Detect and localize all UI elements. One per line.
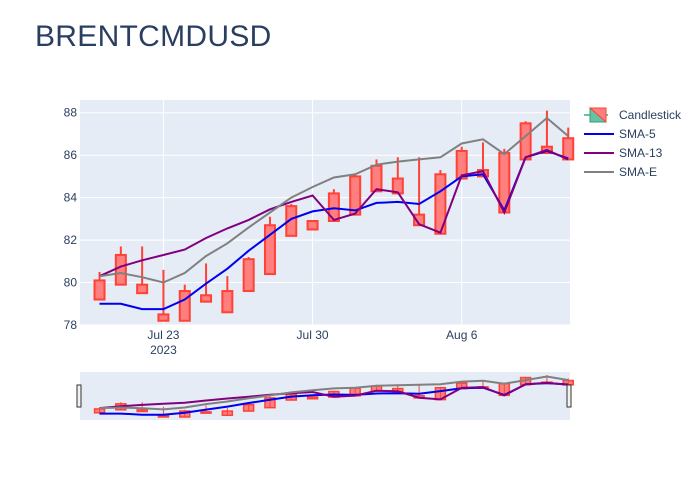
y-tick-label: 80: [64, 276, 78, 290]
candle-body: [519, 122, 532, 161]
legend-item-candlestick[interactable]: Candlestick: [584, 107, 682, 124]
legend-label-sma5: SMA-5: [619, 127, 656, 141]
candle-body: [306, 219, 319, 231]
candle-body: [114, 253, 127, 286]
candle-body: [178, 290, 191, 322]
candle-body: [285, 205, 298, 237]
chart-title: BRENTCMDUSD: [35, 20, 272, 53]
x-tick-label: Jul 23: [147, 328, 179, 342]
legend-label-sma13: SMA-13: [619, 146, 663, 160]
candle-body: [370, 164, 383, 193]
candle-body: [327, 192, 340, 222]
series-line-sma-e: [99, 116, 569, 284]
y-tick-label: 84: [64, 191, 78, 205]
y-axis: 78 80 82 84 86 88: [64, 106, 78, 332]
candle-body: [562, 137, 575, 161]
slider-series-line-sma-13: [99, 381, 569, 410]
legend: Candlestick SMA-5 SMA-13 SMA-E: [584, 107, 682, 179]
plot-area: [80, 100, 570, 325]
range-slider-preview: [93, 375, 574, 418]
y-tick-label: 86: [64, 148, 78, 162]
candle-body: [200, 294, 213, 303]
candle-bodies: [93, 122, 575, 322]
x-tick-label: Jul 30: [297, 328, 329, 342]
slider-series-line-sma-e: [99, 375, 569, 411]
sma-lines: [99, 116, 569, 311]
candle-body: [157, 313, 170, 322]
candle-body: [242, 258, 255, 293]
legend-item-sma5[interactable]: SMA-5: [584, 127, 656, 141]
series-line-sma-13: [99, 148, 569, 278]
y-tick-label: 78: [64, 318, 78, 332]
range-slider[interactable]: [80, 372, 570, 420]
legend-label-candlestick: Candlestick: [619, 108, 682, 122]
candle-body: [221, 290, 234, 314]
y-tick-label: 82: [64, 233, 78, 247]
legend-item-smae[interactable]: SMA-E: [584, 165, 657, 179]
candle-body: [263, 224, 276, 276]
legend-swatch-down: [588, 107, 607, 124]
candle-body: [93, 279, 106, 301]
legend-label-smae: SMA-E: [619, 165, 657, 179]
candle-body: [136, 283, 149, 295]
legend-item-sma13[interactable]: SMA-13: [584, 146, 663, 160]
candle-body: [455, 149, 468, 180]
x-tick-year-label: 2023: [150, 343, 177, 357]
range-slider-handle-right[interactable]: [566, 384, 572, 408]
x-tick-label: Aug 6: [446, 328, 478, 342]
range-slider-handle-left[interactable]: [76, 384, 82, 408]
y-tick-label: 88: [64, 106, 78, 120]
